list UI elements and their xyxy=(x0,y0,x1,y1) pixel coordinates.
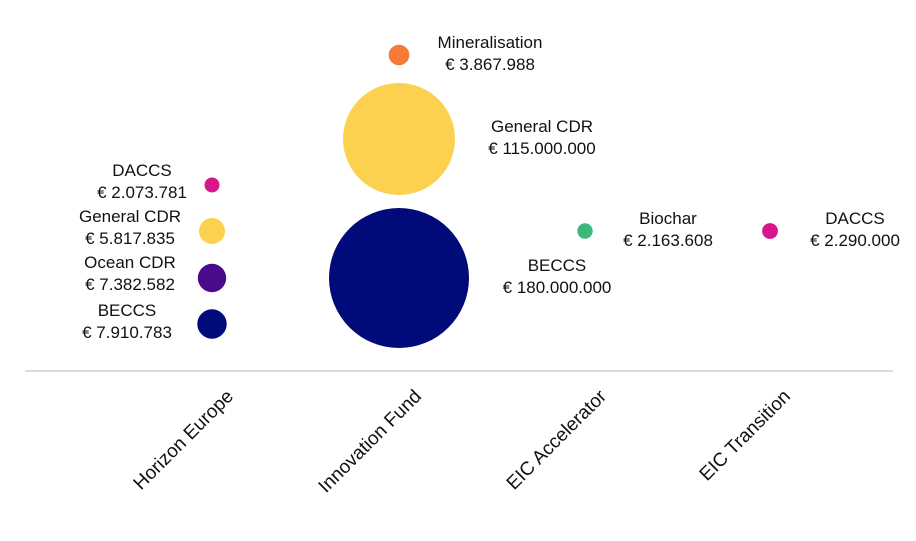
bubble-value: € 2.290.000 xyxy=(810,231,900,250)
bubble-label: Mineralisation € 3.867.988 xyxy=(438,33,543,74)
bubble-value: € 7.382.582 xyxy=(85,275,175,294)
bubble-name: Mineralisation xyxy=(438,33,543,52)
bubble-label: General CDR € 115.000.000 xyxy=(488,117,595,158)
bubble-name: Ocean CDR xyxy=(84,253,176,272)
bubble-beccs xyxy=(197,309,227,339)
bubble-general-cdr xyxy=(343,83,455,195)
bubble-beccs xyxy=(329,208,469,348)
bubble-value: € 115.000.000 xyxy=(488,139,595,158)
bubble-value: € 3.867.988 xyxy=(445,55,535,74)
category-label: Horizon Europe xyxy=(130,386,238,494)
category-label: EIC Transition xyxy=(696,386,795,485)
bubble-label: General CDR € 5.817.835 xyxy=(79,207,181,248)
bubble-label: BECCS € 7.910.783 xyxy=(82,301,172,342)
bubble-value: € 5.817.835 xyxy=(85,229,175,248)
bubble-name: General CDR xyxy=(491,117,593,136)
bubble-name: General CDR xyxy=(79,207,181,226)
bubble-daccs xyxy=(762,223,778,239)
bubble-label: DACCS € 2.290.000 xyxy=(810,209,900,250)
bubble-name: BECCS xyxy=(528,256,587,275)
category-label: Innovation Fund xyxy=(315,386,426,497)
bubble-label: DACCS € 2.073.781 xyxy=(97,161,187,202)
bubble-label: BECCS € 180.000.000 xyxy=(503,256,612,297)
bubble-name: Biochar xyxy=(639,209,697,228)
category-label: EIC Accelerator xyxy=(503,386,612,495)
bubble-label: Ocean CDR € 7.382.582 xyxy=(84,253,176,294)
bubble-name: BECCS xyxy=(98,301,157,320)
bubble-label: Biochar € 2.163.608 xyxy=(623,209,713,250)
bubble-value: € 180.000.000 xyxy=(503,278,612,297)
bubble-ocean-cdr xyxy=(197,263,227,293)
bubble-mineralisation xyxy=(388,44,410,66)
category-labels-group: Horizon Europe Innovation Fund EIC Acceler… xyxy=(130,386,795,498)
bubbles-group xyxy=(197,44,778,348)
bubble-name: DACCS xyxy=(112,161,172,180)
bubble-value: € 2.073.781 xyxy=(97,183,187,202)
bubble-general-cdr xyxy=(199,218,225,244)
bubble-value: € 7.910.783 xyxy=(82,323,172,342)
bubble-daccs xyxy=(204,177,220,193)
bubble-biochar xyxy=(577,223,593,239)
bubble-labels-group: DACCS € 2.073.781 General CDR € 5.817.835 Oc… xyxy=(79,33,900,342)
bubble-value: € 2.163.608 xyxy=(623,231,713,250)
bubble-name: DACCS xyxy=(825,209,885,228)
